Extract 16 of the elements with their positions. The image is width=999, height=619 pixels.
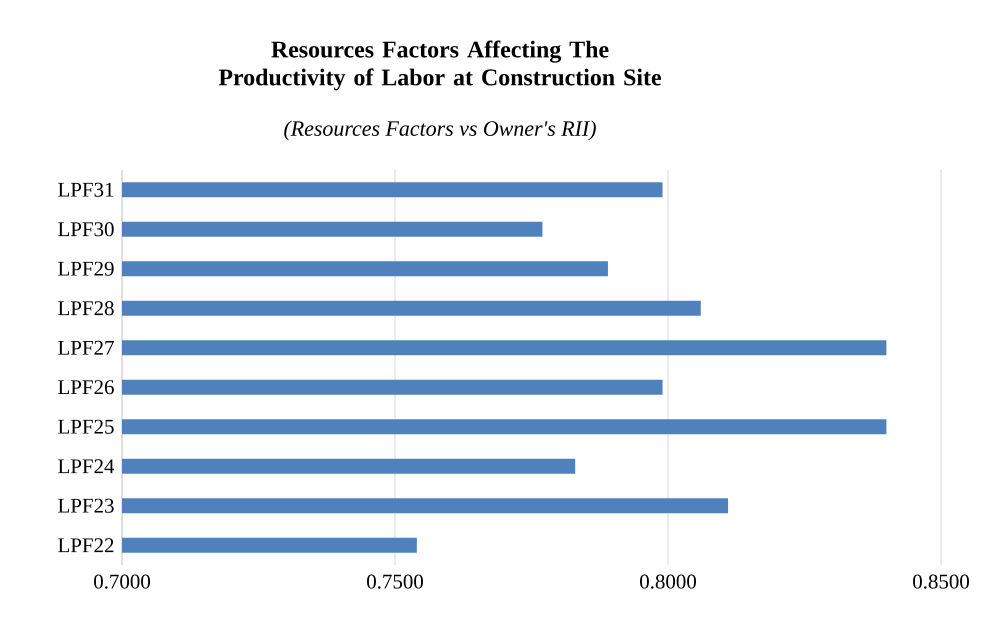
- chart-subtitle: (Resources Factors vs Owner's RII): [284, 120, 596, 140]
- y-tick-label: LPF27: [58, 340, 114, 355]
- y-tick-label: LPF28: [58, 301, 114, 316]
- y-tick-label: LPF30: [58, 222, 114, 236]
- x-tick-label: 0.7500: [367, 574, 423, 589]
- y-tick-label: LPF24: [58, 459, 114, 474]
- y-tick-label: LPF26: [58, 380, 114, 394]
- y-tick-label: LPF31: [58, 182, 114, 197]
- x-tick-label: 0.8500: [913, 574, 969, 589]
- x-tick-label: 0.7000: [94, 574, 150, 589]
- y-tick-label: LPF22: [58, 538, 114, 552]
- x-tick-label: 0.8000: [640, 574, 696, 589]
- y-tick-label: LPF23: [58, 498, 114, 513]
- y-tick-label: LPF25: [58, 420, 114, 434]
- chart-title: Resources Factors Affecting The Productivity of Labor at Construction Site: [218, 40, 661, 90]
- y-tick-label: LPF29: [58, 262, 114, 276]
